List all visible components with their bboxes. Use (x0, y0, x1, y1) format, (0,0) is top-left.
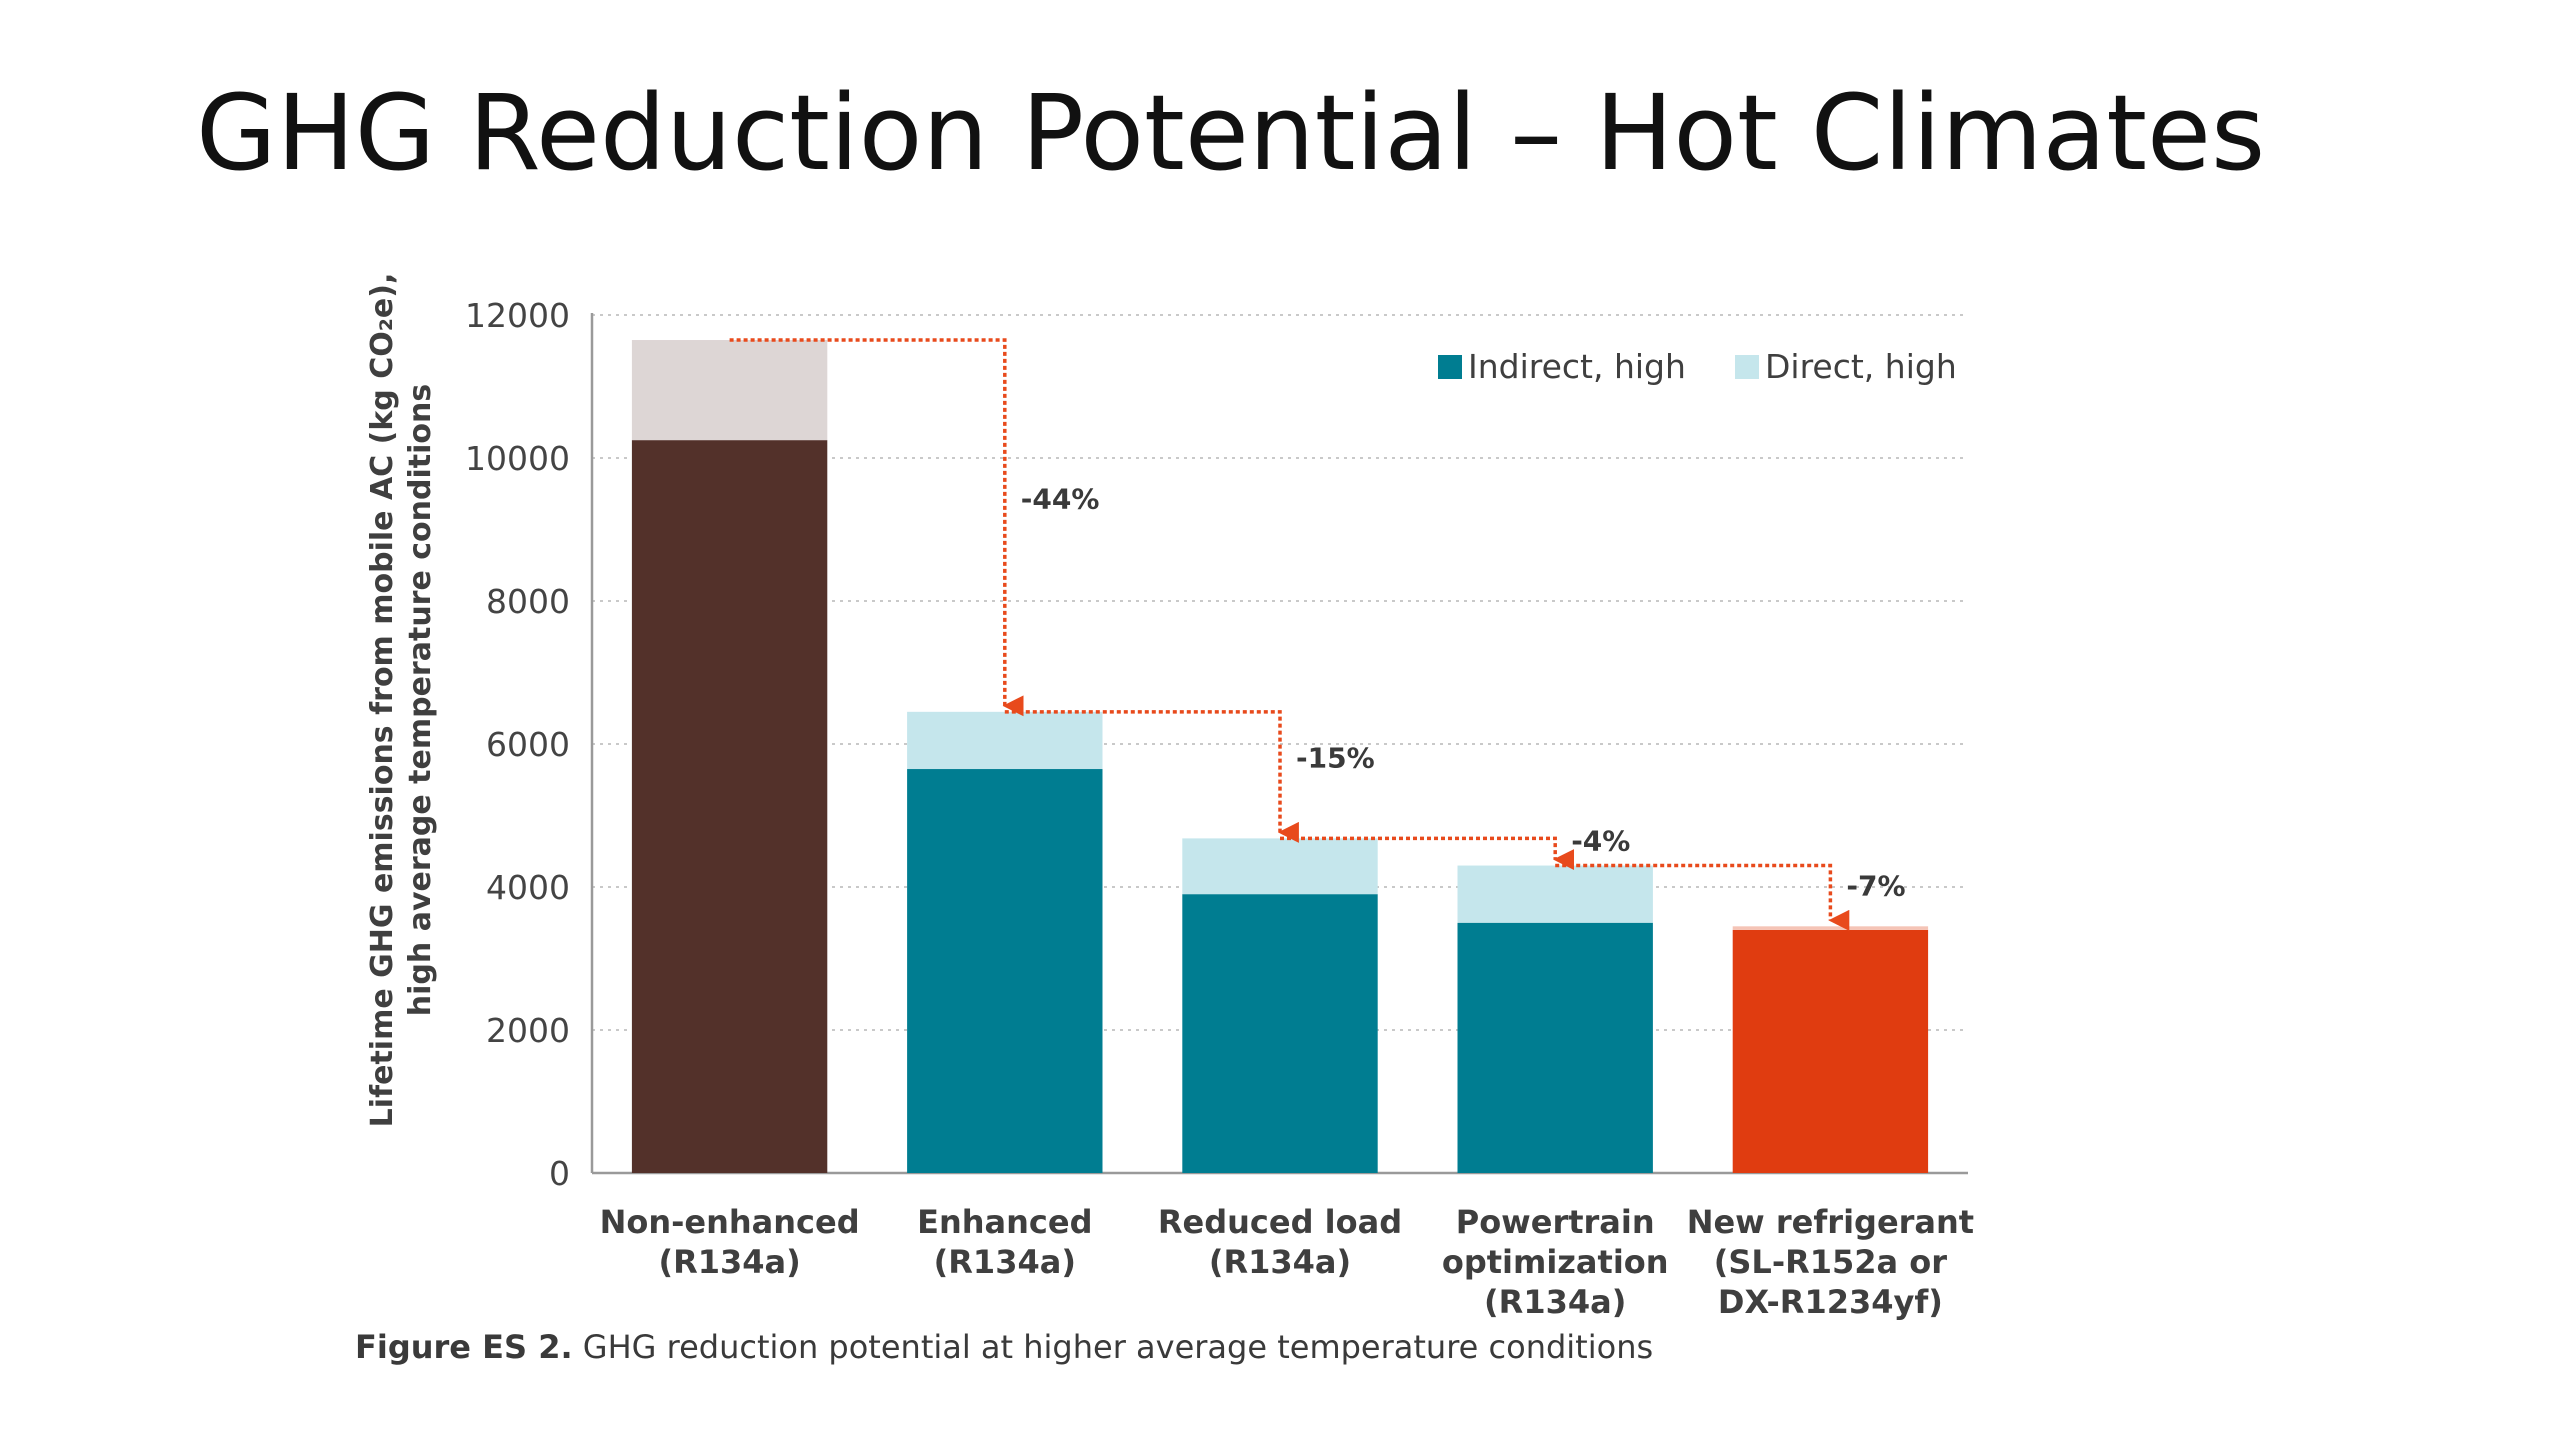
slide-title: GHG Reduction Potential – Hot Climates (196, 72, 2266, 194)
y-tick-label: 0 (549, 1154, 570, 1193)
x-tick-line: (R134a) (1484, 1283, 1626, 1321)
x-tick-line: New refrigerant (1687, 1203, 1974, 1241)
caption-text: GHG reduction potential at higher averag… (582, 1328, 1654, 1366)
x-tick-line: DX-R1234yf) (1718, 1283, 1943, 1321)
legend: Indirect, high Direct, high (1438, 347, 1957, 386)
y-tick-label: 2000 (486, 1011, 570, 1050)
figure-caption: Figure ES 2. GHG reduction potential at … (355, 1328, 1653, 1366)
y-axis-title: Lifetime GHG emissions from mobile AC (k… (365, 273, 438, 1128)
bar-indirect-3 (1457, 922, 1653, 1173)
y-tick-label: 4000 (486, 868, 570, 907)
y-tick-label: 8000 (486, 582, 570, 621)
bar-direct-0 (631, 340, 828, 441)
x-tick-line: Powertrain (1456, 1203, 1655, 1241)
x-tick-line: optimization (1442, 1243, 1669, 1281)
reduction-label-2: -4% (1571, 824, 1630, 857)
x-tick-line: Non-enhanced (600, 1203, 860, 1241)
x-tick-line: Reduced load (1158, 1203, 1402, 1241)
reduction-arrow-2 (1280, 836, 1575, 871)
x-tick-label-3: Powertrain optimization (R134a) (1442, 1203, 1669, 1321)
y-tick-label: 10000 (465, 439, 570, 478)
axis-labels: 020004000600080001000012000Non-enhanced(… (365, 273, 1974, 1321)
bar-direct-1 (907, 711, 1103, 770)
x-tick-line: (R134a) (934, 1243, 1076, 1281)
bar-indirect-2 (1182, 894, 1378, 1173)
reduction-label-0: -44% (1021, 482, 1100, 515)
bars (631, 340, 1929, 1173)
reduction-arrow-3 (1555, 863, 1850, 931)
reduction-arrow-0 (729, 338, 1024, 717)
y-tick-label: 12000 (465, 296, 570, 335)
bar-indirect-0 (631, 440, 828, 1173)
caption-label: Figure ES 2. (355, 1328, 573, 1366)
bar-direct-4 (1732, 926, 1929, 930)
x-tick-label-2: Reduced load (R134a) (1158, 1203, 1402, 1281)
bar-direct-2 (1182, 838, 1378, 895)
x-tick-line: (R134a) (658, 1243, 800, 1281)
legend-label-1: Direct, high (1765, 347, 1957, 386)
reduction-annotations: -44% -15% -4% -7% (729, 338, 1906, 931)
bar-direct-3 (1457, 865, 1653, 923)
y-axis-title-line: high average temperature conditions (403, 384, 438, 1016)
y-axis-title-line: Lifetime GHG emissions from mobile AC (k… (365, 273, 400, 1128)
legend-swatch-0 (1438, 355, 1462, 379)
x-tick-label-1: Enhanced (R134a) (917, 1203, 1092, 1281)
reduction-label-3: -7% (1846, 870, 1905, 903)
y-tick-label: 6000 (486, 725, 570, 764)
bar-indirect-4 (1732, 929, 1929, 1173)
x-tick-label-4: New refrigerant (SL-R152a or DX-R1234yf) (1687, 1203, 1974, 1321)
legend-swatch-1 (1735, 355, 1759, 379)
x-tick-line: (R134a) (1209, 1243, 1351, 1281)
legend-label-0: Indirect, high (1468, 347, 1686, 386)
x-tick-label-0: Non-enhanced (R134a) (600, 1203, 860, 1281)
x-tick-line: (SL-R152a or (1714, 1243, 1948, 1281)
reduction-label-1: -15% (1296, 741, 1375, 774)
reduction-arrow-1 (1004, 710, 1299, 843)
x-tick-line: Enhanced (917, 1203, 1092, 1241)
bar-indirect-1 (907, 769, 1103, 1173)
